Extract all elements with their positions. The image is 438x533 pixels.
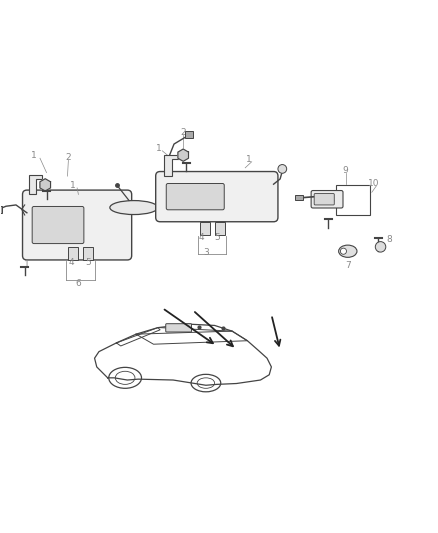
Text: 1: 1 — [31, 151, 36, 160]
FancyBboxPatch shape — [32, 206, 84, 244]
FancyBboxPatch shape — [166, 324, 191, 332]
Ellipse shape — [339, 245, 357, 257]
FancyBboxPatch shape — [22, 190, 132, 260]
Text: 10: 10 — [368, 179, 380, 188]
Ellipse shape — [110, 200, 158, 215]
Circle shape — [278, 165, 287, 173]
FancyBboxPatch shape — [83, 247, 93, 260]
Text: 5: 5 — [214, 233, 220, 242]
Text: 7: 7 — [345, 261, 351, 270]
Text: 2: 2 — [180, 127, 186, 136]
Text: 3: 3 — [203, 248, 209, 257]
Text: 4: 4 — [69, 257, 74, 266]
Text: 4: 4 — [199, 233, 205, 242]
FancyBboxPatch shape — [166, 183, 224, 210]
Text: 9: 9 — [343, 166, 349, 175]
Text: 5: 5 — [85, 257, 91, 266]
FancyBboxPatch shape — [155, 172, 278, 222]
FancyBboxPatch shape — [311, 190, 343, 208]
Polygon shape — [164, 155, 179, 176]
Text: 1: 1 — [70, 181, 76, 190]
FancyBboxPatch shape — [295, 195, 303, 200]
Polygon shape — [178, 149, 188, 161]
Text: 8: 8 — [386, 235, 392, 244]
FancyBboxPatch shape — [68, 247, 78, 260]
FancyBboxPatch shape — [200, 222, 210, 235]
Polygon shape — [29, 175, 42, 195]
Text: 2: 2 — [66, 153, 71, 162]
FancyBboxPatch shape — [0, 206, 2, 213]
Text: 6: 6 — [75, 279, 81, 288]
Circle shape — [340, 248, 346, 254]
Text: 1: 1 — [246, 155, 251, 164]
FancyBboxPatch shape — [215, 222, 225, 235]
Text: 1: 1 — [156, 144, 162, 153]
Circle shape — [375, 241, 386, 252]
FancyBboxPatch shape — [184, 131, 193, 138]
FancyBboxPatch shape — [314, 193, 334, 205]
Polygon shape — [40, 179, 50, 191]
Text: 1: 1 — [24, 260, 30, 269]
